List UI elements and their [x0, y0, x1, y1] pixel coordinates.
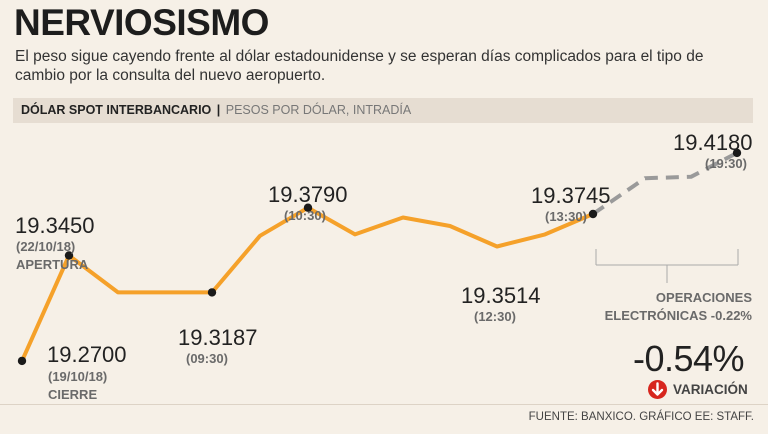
chart-subtitle: El peso sigue cayendo frente al dólar es… — [15, 48, 704, 84]
annotation-apertura-value: 19.3450 — [15, 213, 95, 238]
annotation-1230-time: (12:30) — [474, 309, 516, 324]
variation-label-row: VARIACIÓN — [648, 380, 748, 399]
electronic-note-line2: ELECTRÓNICAS -0.22% — [605, 308, 753, 323]
series-label: DÓLAR SPOT INTERBANCARIO — [21, 103, 212, 117]
down-arrow-icon — [648, 380, 667, 399]
annotation-1930-value: 19.4180 — [673, 130, 753, 155]
annotation-cierre-value: 19.2700 — [47, 342, 127, 367]
annotation-1230-value: 19.3514 — [461, 283, 541, 308]
section-bar: DÓLAR SPOT INTERBANCARIO | PESOS POR DÓL… — [13, 98, 753, 123]
marker-0930 — [207, 288, 217, 297]
annotation-1330-time: (13:30) — [545, 209, 587, 224]
annotation-cierre-date: (19/10/18) — [48, 369, 107, 384]
annotation-0930-time: (09:30) — [186, 351, 228, 366]
annotation-1930-time: (19:30) — [705, 156, 747, 171]
annotation-1030-value: 19.3790 — [268, 182, 348, 207]
annotation-0930-value: 19.3187 — [178, 325, 258, 350]
source-credit: FUENTE: BANXICO. GRÁFICO EE: STAFF. — [528, 411, 754, 423]
variation-label: VARIACIÓN — [673, 382, 748, 397]
marker-1330 — [588, 209, 598, 219]
annotation-1330-value: 19.3745 — [531, 183, 611, 208]
electronic-note-line1: OPERACIONES — [656, 290, 752, 305]
separator: | — [216, 103, 221, 117]
electronic-bracket — [595, 249, 739, 283]
series-line-electronic — [591, 151, 738, 216]
marker-cierre — [17, 356, 27, 366]
marker-1030 — [303, 203, 313, 212]
unit-label: PESOS POR DÓLAR, INTRADÍA — [225, 103, 412, 117]
annotation-1030-time: (10:30) — [284, 208, 326, 223]
footer: FUENTE: BANXICO. GRÁFICO EE: STAFF. — [0, 404, 768, 434]
chart-title: NERVIOSISMO — [14, 2, 269, 43]
annotation-cierre-label: CIERRE — [48, 387, 97, 402]
annotation-apertura-label: APERTURA — [16, 257, 89, 272]
variation-value: -0.54% — [633, 338, 745, 379]
annotation-apertura-date: (22/10/18) — [16, 239, 75, 254]
section-bar-text: DÓLAR SPOT INTERBANCARIO | PESOS POR DÓL… — [21, 103, 411, 117]
marker-apertura — [64, 251, 74, 260]
marker-1930 — [732, 148, 742, 158]
